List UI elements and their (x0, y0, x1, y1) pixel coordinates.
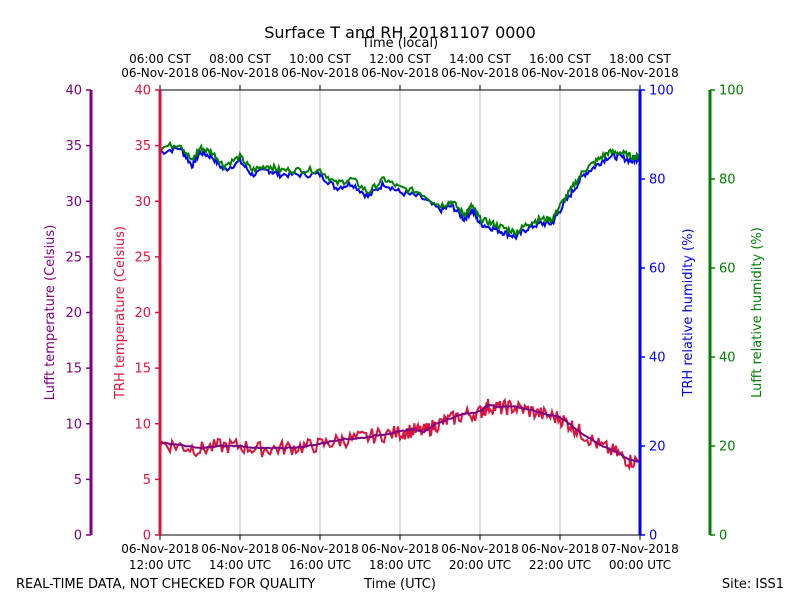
x-tick-label-time: 12:00 UTC (129, 558, 191, 572)
top-tick-label-time: 08:00 CST (209, 52, 271, 66)
x-tick-label-date: 06-Nov-2018 (521, 542, 599, 556)
trh_rh-tick-label: 80 (649, 173, 666, 188)
trh_temp-tick-label: 25 (134, 250, 151, 265)
trh_rh-tick-label: 60 (649, 262, 666, 277)
top-tick-label-time: 06:00 CST (129, 52, 191, 66)
bottom-x-axis-label: Time (UTC) (363, 577, 436, 592)
top-tick-label-date: 06-Nov-2018 (361, 66, 439, 80)
lufft_temp-tick-label: 15 (65, 362, 82, 377)
top-tick-label-date: 06-Nov-2018 (201, 66, 279, 80)
x-tick-label-date: 06-Nov-2018 (441, 542, 519, 556)
x-tick-label-time: 00:00 UTC (609, 558, 671, 572)
trh_rh-axis-label: TRH relative humidity (%) (681, 228, 696, 397)
lufft_temp-tick-label: 35 (65, 139, 82, 154)
trh_temp-tick-label: 35 (134, 139, 151, 154)
site-label: Site: ISS1 (722, 577, 784, 592)
top-tick-label-time: 12:00 CST (369, 52, 431, 66)
lufft_temp-tick-label: 10 (65, 417, 82, 432)
series-lines (159, 140, 641, 471)
lufft_rh-tick-label: 0 (719, 529, 727, 544)
lufft_temp-tick-label: 25 (65, 250, 82, 265)
lufft_temp-tick-label: 0 (74, 529, 82, 544)
lufft_temp-tick-label: 30 (65, 195, 82, 210)
x-tick-label-time: 22:00 UTC (529, 558, 591, 572)
x-tick-label-date: 07-Nov-2018 (601, 542, 679, 556)
top-tick-label-time: 10:00 CST (289, 52, 351, 66)
x-tick-label-date: 06-Nov-2018 (361, 542, 439, 556)
trh_rh-tick-label: 0 (649, 529, 657, 544)
trh_temp-tick-label: 0 (143, 529, 151, 544)
lufft_rh-tick-label: 100 (719, 84, 744, 99)
axes: 06-Nov-2018 12:00 UTC 06-Nov-2018 14:00 UTC… (43, 52, 765, 572)
trh_temp-tick-label: 20 (134, 306, 151, 321)
series-line-lufft-temperature (159, 403, 640, 463)
top-tick-label-time: 14:00 CST (449, 52, 511, 66)
top-tick-label-date: 06-Nov-2018 (281, 66, 359, 80)
lufft_temp-tick-label: 40 (65, 84, 82, 99)
lufft_rh-tick-label: 20 (719, 440, 736, 455)
lufft_rh-tick-label: 60 (719, 262, 736, 277)
lufft_temp-axis-label: Lufft temperature (Celsius) (43, 225, 58, 401)
lufft_rh-tick-label: 40 (719, 351, 736, 366)
series-line-trh-relative-humidity (159, 145, 641, 241)
lufft_rh-tick-label: 80 (719, 173, 736, 188)
top-x-axis-label: Time (local) (361, 36, 438, 51)
x-tick-label-time: 18:00 UTC (369, 558, 431, 572)
quality-disclaimer: REAL-TIME DATA, NOT CHECKED FOR QUALITY (16, 577, 315, 592)
trh_temp-tick-label: 40 (134, 84, 151, 99)
x-tick-label-date: 06-Nov-2018 (121, 542, 199, 556)
trh_rh-tick-label: 100 (649, 84, 674, 99)
trh_temp-tick-label: 15 (134, 362, 151, 377)
top-tick-label-date: 06-Nov-2018 (441, 66, 519, 80)
trh_rh-tick-label: 40 (649, 351, 666, 366)
lufft_rh-axis-label: Lufft relative humidity (%) (750, 227, 765, 398)
chart-title: Surface T and RH 20181107 0000 (264, 23, 536, 42)
x-tick-label-date: 06-Nov-2018 (281, 542, 359, 556)
series-line-trh-temperature (159, 397, 641, 471)
top-tick-label-time: 16:00 CST (529, 52, 591, 66)
trh_rh-tick-label: 20 (649, 440, 666, 455)
trh_temp-tick-label: 30 (134, 195, 151, 210)
top-tick-label-date: 06-Nov-2018 (121, 66, 199, 80)
grid-lines (239, 90, 561, 535)
series-line-lufft-relative-humidity (159, 140, 641, 237)
x-tick-label-time: 20:00 UTC (449, 558, 511, 572)
top-tick-label-date: 06-Nov-2018 (521, 66, 599, 80)
lufft_temp-tick-label: 20 (65, 306, 82, 321)
trh_temp-tick-label: 5 (143, 473, 151, 488)
x-tick-label-date: 06-Nov-2018 (201, 542, 279, 556)
top-tick-label-date: 06-Nov-2018 (601, 66, 679, 80)
x-tick-label-time: 14:00 UTC (209, 558, 271, 572)
trh_temp-tick-label: 10 (134, 417, 151, 432)
x-tick-label-time: 16:00 UTC (289, 558, 351, 572)
trh_temp-axis-label: TRH temperature (Celsius) (113, 226, 128, 400)
top-tick-label-time: 18:00 CST (609, 52, 671, 66)
lufft_temp-tick-label: 5 (74, 473, 82, 488)
